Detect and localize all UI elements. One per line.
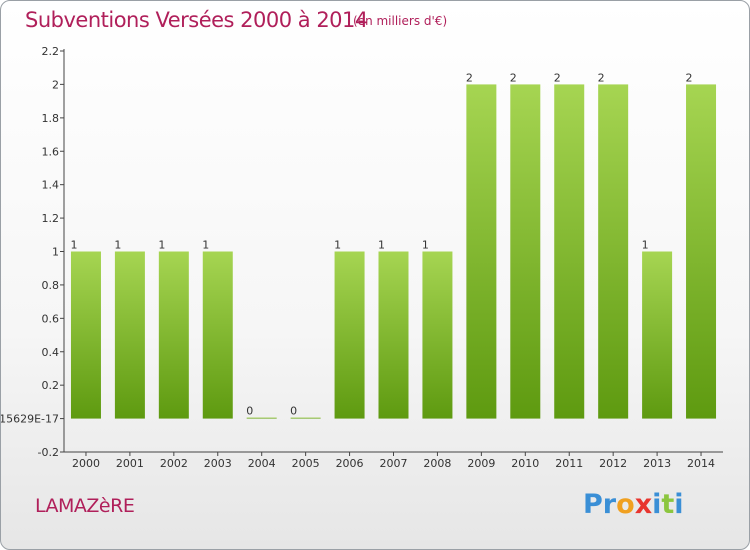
bar <box>378 251 409 419</box>
bar <box>114 251 145 419</box>
y-tick-label: 2.2 <box>42 45 60 58</box>
commune-name: LAMAZèRE <box>35 495 135 517</box>
bar-data-label: 1 <box>422 239 429 252</box>
proxiti-logo: Proxiti <box>583 489 684 520</box>
y-tick-label: -0.2 <box>38 446 59 459</box>
chart-title: Subventions Versées 2000 à 2014 <box>25 8 368 32</box>
bar-data-label: 2 <box>510 71 517 84</box>
bar <box>334 251 365 419</box>
y-tick-label: 1.6 <box>42 145 60 158</box>
x-tick-label: 2014 <box>687 457 715 470</box>
x-tick-label: 2002 <box>160 457 188 470</box>
y-tick-label: 1.2 <box>42 212 60 225</box>
x-tick-label: 2013 <box>643 457 671 470</box>
bar-data-label: 1 <box>642 239 649 252</box>
y-tick-label: 1.8 <box>42 112 60 125</box>
bar-data-label: 1 <box>158 239 165 252</box>
y-tick-label: 1 <box>52 246 59 259</box>
y-tick-label: 2 <box>52 78 59 91</box>
y-tick-label: -15629E-17 <box>1 413 59 426</box>
chart-subtitle: (en milliers d'€) <box>353 14 448 28</box>
bar <box>642 251 673 419</box>
x-tick-label: 2006 <box>336 457 364 470</box>
bar <box>554 84 585 419</box>
logo-letter: r <box>602 489 617 520</box>
x-tick-label: 2001 <box>116 457 144 470</box>
bar <box>246 417 277 419</box>
x-tick-label: 2003 <box>204 457 232 470</box>
bar-data-label: 1 <box>334 239 341 252</box>
x-tick-label: 2010 <box>511 457 539 470</box>
x-tick-label: 2008 <box>423 457 451 470</box>
logo-letter: P <box>583 489 603 520</box>
x-tick-label: 2012 <box>599 457 627 470</box>
x-tick-label: 2000 <box>72 457 100 470</box>
bar <box>510 84 541 419</box>
bar-data-label: 1 <box>114 239 121 252</box>
y-tick-label: 1.4 <box>42 179 60 192</box>
y-tick-label: 0.6 <box>42 312 60 325</box>
x-tick-label: 2011 <box>555 457 583 470</box>
x-tick-label: 2004 <box>248 457 276 470</box>
bar <box>290 417 321 419</box>
logo-letter: x <box>634 489 653 520</box>
y-tick-label: 0.4 <box>42 346 60 359</box>
y-tick-label: 0.2 <box>42 379 60 392</box>
bar <box>686 84 717 419</box>
bar <box>466 84 497 419</box>
bar-data-label: 1 <box>70 239 77 252</box>
bar <box>422 251 453 419</box>
bar-data-label: 0 <box>246 405 253 418</box>
y-tick-label: 0.8 <box>42 279 60 292</box>
bar-data-label: 2 <box>686 71 693 84</box>
bar <box>70 251 101 419</box>
x-tick-label: 2007 <box>380 457 408 470</box>
bar-data-label: 2 <box>466 71 473 84</box>
bar-data-label: 1 <box>202 239 209 252</box>
bar <box>598 84 629 419</box>
logo-letter: i <box>674 489 684 520</box>
bar <box>202 251 233 419</box>
bar-data-label: 1 <box>378 239 385 252</box>
logo-letter: t <box>661 489 675 520</box>
bar-data-label: 2 <box>554 71 561 84</box>
x-tick-label: 2005 <box>292 457 320 470</box>
logo-letter: o <box>616 489 635 520</box>
x-tick-label: 2009 <box>467 457 495 470</box>
bar-data-label: 0 <box>290 405 297 418</box>
logo-letter: i <box>652 489 662 520</box>
bar-data-label: 2 <box>598 71 605 84</box>
bar <box>158 251 189 419</box>
